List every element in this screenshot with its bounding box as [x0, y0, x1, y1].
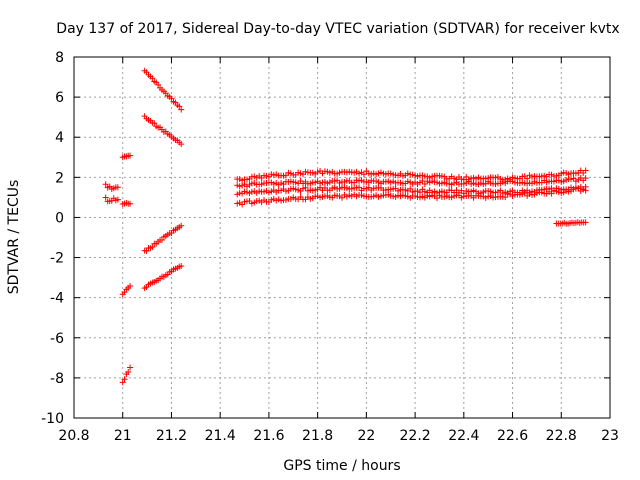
data-point — [360, 171, 367, 178]
data-point — [102, 194, 109, 201]
chart-title: Day 137 of 2017, Sidereal Day-to-day VTE… — [56, 21, 619, 37]
x-tick-label: 22.8 — [546, 428, 577, 444]
x-tick-label: 21.2 — [156, 428, 187, 444]
data-point — [121, 376, 128, 383]
data-point — [582, 219, 589, 226]
data-point — [178, 106, 185, 113]
y-tick-label: 6 — [55, 90, 64, 106]
x-tick-label: 20.8 — [58, 428, 89, 444]
x-tick-label: 21.6 — [253, 428, 284, 444]
data-point — [178, 222, 185, 229]
y-tick-label: -8 — [50, 371, 64, 387]
x-tick-label: 22 — [357, 428, 375, 444]
data-point — [407, 185, 414, 192]
y-tick-label: -10 — [41, 411, 64, 427]
x-tick-label: 21.8 — [302, 428, 333, 444]
x-tick-label: 22.4 — [448, 428, 479, 444]
data-point — [114, 184, 121, 191]
data-point — [524, 175, 531, 182]
data-point — [168, 95, 175, 102]
plot-frame — [73, 56, 611, 419]
data-point — [119, 379, 126, 386]
axis-ticks — [73, 56, 611, 419]
data-point — [158, 237, 165, 244]
y-tick-labels: -10 -8 -6 -4 -2 0 2 4 6 8 — [41, 50, 64, 427]
y-tick-label: 8 — [55, 50, 64, 66]
data-point — [114, 196, 121, 203]
data-point — [582, 175, 589, 182]
y-tick-label: 2 — [55, 170, 64, 186]
data-point — [127, 364, 134, 371]
grid — [74, 57, 610, 418]
x-tick-label: 22.2 — [400, 428, 431, 444]
x-tick-label: 21 — [114, 428, 132, 444]
data-point — [149, 244, 156, 251]
x-tick-label: 21.4 — [205, 428, 236, 444]
x-tick-label: 22.6 — [497, 428, 528, 444]
data-point — [127, 200, 134, 207]
data-point — [178, 262, 185, 269]
data-point — [127, 283, 134, 290]
y-tick-label: -2 — [50, 251, 64, 267]
data-point — [302, 184, 309, 191]
y-tick-label: 0 — [55, 210, 64, 226]
x-axis-label: GPS time / hours — [283, 458, 400, 474]
data-points — [102, 67, 589, 386]
data-point — [582, 187, 589, 194]
data-point — [178, 141, 185, 148]
data-point — [582, 167, 589, 174]
data-point — [125, 369, 132, 376]
data-point — [176, 103, 183, 110]
y-axis-label: SDTVAR / TECUs — [6, 180, 22, 295]
data-point — [102, 181, 109, 188]
x-tick-label: 23 — [601, 428, 619, 444]
x-tick-labels: 20.8 21 21.2 21.4 21.6 21.8 22 22.2 22.4 22.6 22.8… — [58, 428, 619, 444]
data-point — [149, 75, 156, 82]
data-point — [127, 152, 134, 159]
y-tick-label: 4 — [55, 130, 64, 146]
y-tick-label: -6 — [50, 331, 64, 347]
y-tick-label: -4 — [50, 291, 64, 307]
data-point — [356, 184, 363, 191]
